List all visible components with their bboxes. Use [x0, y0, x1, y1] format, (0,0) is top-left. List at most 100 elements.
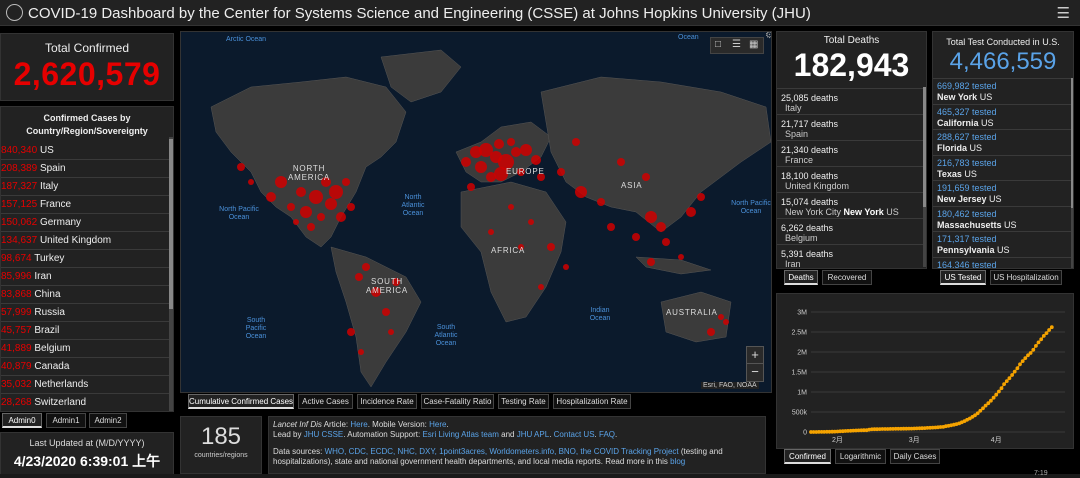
faq-link[interactable]: FAQ — [599, 430, 616, 439]
tests-row[interactable]: 288,627 tested Florida US — [933, 130, 1071, 156]
hamburger-icon[interactable]: ☰ — [1056, 5, 1070, 22]
case-bubble[interactable] — [723, 319, 729, 325]
case-bubble[interactable] — [388, 329, 394, 335]
case-bubble[interactable] — [718, 314, 724, 320]
chart-tab-1[interactable]: Logarithmic — [835, 449, 886, 464]
confirmed-list-scrollbar[interactable] — [169, 137, 173, 411]
country-row[interactable]: 208,389 Spain — [1, 160, 169, 178]
chart-point[interactable] — [862, 428, 866, 433]
chart-point[interactable] — [827, 429, 832, 434]
case-bubble[interactable] — [662, 238, 670, 246]
chart-point[interactable] — [893, 426, 898, 431]
case-bubble[interactable] — [488, 229, 494, 235]
chart-point[interactable] — [1034, 344, 1038, 348]
case-bubble[interactable] — [317, 213, 325, 221]
case-bubble[interactable] — [355, 273, 363, 281]
chart-point[interactable] — [1031, 347, 1036, 352]
admin-tab-admin1[interactable]: Admin1 — [46, 413, 86, 428]
deaths-row[interactable]: 21,340 deaths France — [777, 141, 923, 167]
chart-point[interactable] — [885, 427, 890, 431]
chart-point[interactable] — [851, 428, 856, 433]
chart-point[interactable] — [896, 426, 901, 431]
chart-point[interactable] — [822, 430, 827, 434]
case-bubble[interactable] — [686, 207, 696, 217]
deaths-row[interactable]: 6,262 deaths Belgium — [777, 219, 923, 245]
case-bubble[interactable] — [321, 177, 331, 187]
chart-point[interactable] — [978, 408, 983, 413]
case-bubble[interactable] — [647, 258, 655, 266]
case-bubble[interactable] — [347, 328, 355, 336]
chart-point[interactable] — [1018, 362, 1022, 367]
case-bubble[interactable] — [697, 193, 705, 201]
case-bubble[interactable] — [520, 144, 532, 156]
article-link[interactable]: Here — [350, 420, 368, 429]
deaths-tab-recovered[interactable]: Recovered — [822, 270, 872, 285]
case-bubble[interactable] — [237, 163, 245, 171]
case-bubble[interactable] — [547, 243, 555, 251]
deaths-row[interactable]: 15,074 deaths New York City New York US — [777, 193, 923, 219]
case-bubbles[interactable] — [237, 138, 729, 355]
case-bubble[interactable] — [358, 349, 364, 355]
deaths-row[interactable]: 5,391 deaths Iran — [777, 245, 923, 268]
tests-row[interactable]: 669,982 tested New York US — [933, 79, 1071, 105]
case-bubble[interactable] — [511, 147, 521, 157]
chart-point[interactable] — [1028, 351, 1033, 355]
jhu-csse-link[interactable]: JHU CSSE — [303, 430, 344, 439]
chart-point[interactable] — [925, 426, 930, 430]
grid-icon[interactable]: ▦ — [749, 39, 759, 50]
case-bubble[interactable] — [572, 138, 580, 146]
case-bubble[interactable] — [293, 219, 299, 225]
case-bubble[interactable] — [392, 278, 400, 286]
world-map[interactable]: Arctic Ocean Ocean North Pacific Ocean N… — [180, 31, 772, 393]
case-bubble[interactable] — [656, 222, 666, 232]
tests-row[interactable]: 164,346 tested — [933, 258, 1071, 269]
case-bubble[interactable] — [563, 264, 569, 270]
country-row[interactable]: 134,637 United Kingdom — [1, 232, 169, 250]
zoom-in-button[interactable]: + — [747, 347, 763, 364]
chart-point[interactable] — [819, 430, 824, 434]
tests-row[interactable]: 191,659 tested New Jersey US — [933, 181, 1071, 207]
blog-link[interactable]: blog — [670, 457, 686, 466]
map-tab-4[interactable]: Testing Rate — [498, 394, 549, 409]
chart-point[interactable] — [1023, 356, 1028, 360]
chart-point[interactable] — [880, 427, 885, 431]
mobile-link[interactable]: Here — [429, 420, 447, 429]
bookmark-icon[interactable]: □ — [715, 39, 722, 50]
case-bubble[interactable] — [617, 158, 625, 166]
case-bubble[interactable] — [517, 168, 525, 176]
list-icon[interactable]: ☰ — [732, 39, 741, 50]
country-row[interactable]: 150,062 Germany — [1, 214, 169, 232]
case-bubble[interactable] — [309, 190, 323, 204]
case-bubble[interactable] — [371, 287, 381, 297]
tests-row[interactable]: 180,462 tested Massachusetts US — [933, 207, 1071, 232]
contact-link[interactable]: Contact US — [553, 430, 595, 439]
case-bubble[interactable] — [325, 198, 337, 210]
country-row[interactable]: 98,674 Turkey — [1, 250, 169, 268]
chart-point[interactable] — [914, 426, 919, 431]
case-bubble[interactable] — [307, 223, 315, 231]
chart-point[interactable] — [1002, 382, 1006, 386]
chart-point[interactable] — [872, 427, 877, 432]
chart-point[interactable] — [901, 426, 906, 431]
chart-point[interactable] — [832, 429, 837, 434]
country-row[interactable]: 85,996 Iran — [1, 268, 169, 286]
chart-point[interactable] — [891, 427, 895, 431]
case-bubble[interactable] — [607, 223, 615, 231]
chart-point[interactable] — [846, 429, 850, 433]
case-bubble[interactable] — [342, 178, 350, 186]
tests-row[interactable]: 171,317 tested Pennsylvania US — [933, 232, 1071, 258]
country-row[interactable]: 83,868 China — [1, 286, 169, 304]
country-row[interactable]: 187,327 Italy — [1, 178, 169, 196]
chart-point[interactable] — [994, 392, 999, 397]
chart-point[interactable] — [1036, 340, 1041, 345]
chart-point[interactable] — [938, 425, 943, 429]
chart-point[interactable] — [981, 406, 985, 411]
chart-tab-2[interactable]: Daily Cases — [890, 449, 940, 464]
case-bubble[interactable] — [537, 173, 545, 181]
esri-link[interactable]: Esri Living Atlas team — [422, 430, 499, 439]
chart-point[interactable] — [1047, 328, 1051, 332]
case-bubble[interactable] — [645, 211, 657, 223]
map-tab-5[interactable]: Hospitalization Rate — [553, 394, 631, 409]
chart-point[interactable] — [1012, 369, 1017, 374]
case-bubble[interactable] — [382, 308, 390, 316]
